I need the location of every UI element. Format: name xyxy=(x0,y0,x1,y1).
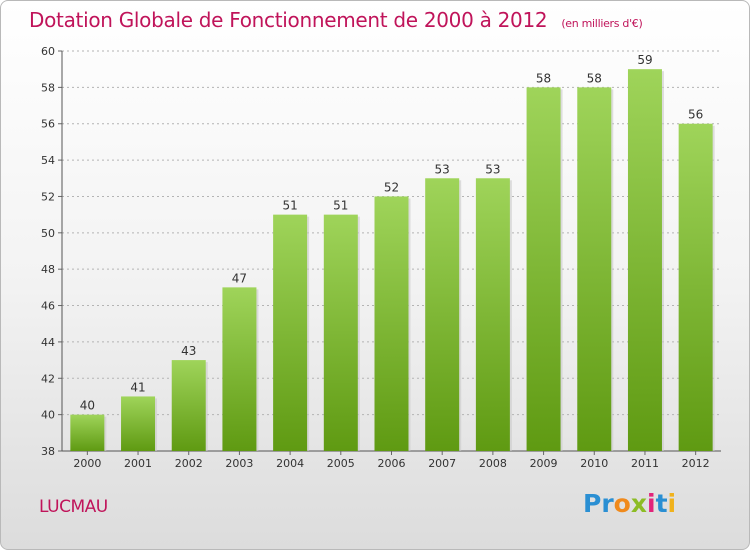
x-tick-label: 2011 xyxy=(631,457,659,470)
x-tick-label: 2005 xyxy=(327,457,355,470)
x-tick-label: 2012 xyxy=(682,457,710,470)
bar-2004 xyxy=(273,214,308,451)
x-tick-label: 2001 xyxy=(124,457,152,470)
bars xyxy=(70,69,715,452)
bar-2000 xyxy=(70,414,105,451)
y-tick-label: 54 xyxy=(41,154,55,167)
bar-2009 xyxy=(526,87,561,451)
bar-value-label: 43 xyxy=(181,344,196,358)
y-tick-label: 42 xyxy=(41,372,55,385)
x-tick-label: 2003 xyxy=(225,457,253,470)
unit-label: (en milliers d'€) xyxy=(561,17,643,30)
x-tick-label: 2009 xyxy=(530,457,558,470)
y-tick-label: 48 xyxy=(41,263,55,276)
bar-value-label: 53 xyxy=(485,162,500,176)
bar-2011 xyxy=(627,69,662,451)
bar-value-label: 40 xyxy=(80,399,95,413)
bar-value-label: 56 xyxy=(688,108,703,122)
bar-value-label: 41 xyxy=(130,380,145,394)
bar-value-label: 52 xyxy=(384,180,399,194)
proxiti-logo: Proxiti xyxy=(583,489,677,518)
y-tick-label: 50 xyxy=(41,227,55,240)
bar-value-label: 53 xyxy=(435,162,450,176)
title-text: Dotation Globale de Fonctionnement de 20… xyxy=(29,8,548,32)
bar-2001 xyxy=(121,396,156,451)
x-tick-label: 2004 xyxy=(276,457,304,470)
y-tick-label: 56 xyxy=(41,118,55,131)
y-tick-label: 38 xyxy=(41,445,55,458)
y-tick-label: 52 xyxy=(41,190,55,203)
x-tick-label: 2010 xyxy=(580,457,608,470)
bar-2002 xyxy=(171,360,206,451)
bar-2007 xyxy=(425,178,460,452)
y-tick-label: 40 xyxy=(41,409,55,422)
x-tick-label: 2008 xyxy=(479,457,507,470)
bar-value-label: 58 xyxy=(536,71,551,85)
x-tick-label: 2002 xyxy=(175,457,203,470)
bar-value-label: 47 xyxy=(232,271,247,285)
bar-2003 xyxy=(222,287,257,451)
bar-2006 xyxy=(374,196,409,451)
labels: 40 2000 41 2001 43 2002 47 2003 51 2004 51 2005 52 20… xyxy=(73,53,709,470)
bar-2008 xyxy=(475,178,510,452)
bar-value-label: 51 xyxy=(282,199,297,213)
y-tick-label: 60 xyxy=(41,45,55,58)
y-tick-label: 58 xyxy=(41,81,55,94)
x-tick-label: 2006 xyxy=(378,457,406,470)
bar-value-label: 59 xyxy=(637,53,652,67)
bar-2012 xyxy=(678,123,713,452)
y-tick-label: 46 xyxy=(41,300,55,313)
chart-title: Dotation Globale de Fonctionnement de 20… xyxy=(29,8,643,32)
y-tick-label: 44 xyxy=(41,336,55,349)
x-tick-label: 2000 xyxy=(73,457,101,470)
bar-2005 xyxy=(323,214,358,451)
x-tick-label: 2007 xyxy=(428,457,456,470)
bar-value-label: 58 xyxy=(587,71,602,85)
bar-value-label: 51 xyxy=(333,199,348,213)
bar-2010 xyxy=(577,87,612,451)
commune-name: LUCMAU xyxy=(39,497,108,517)
